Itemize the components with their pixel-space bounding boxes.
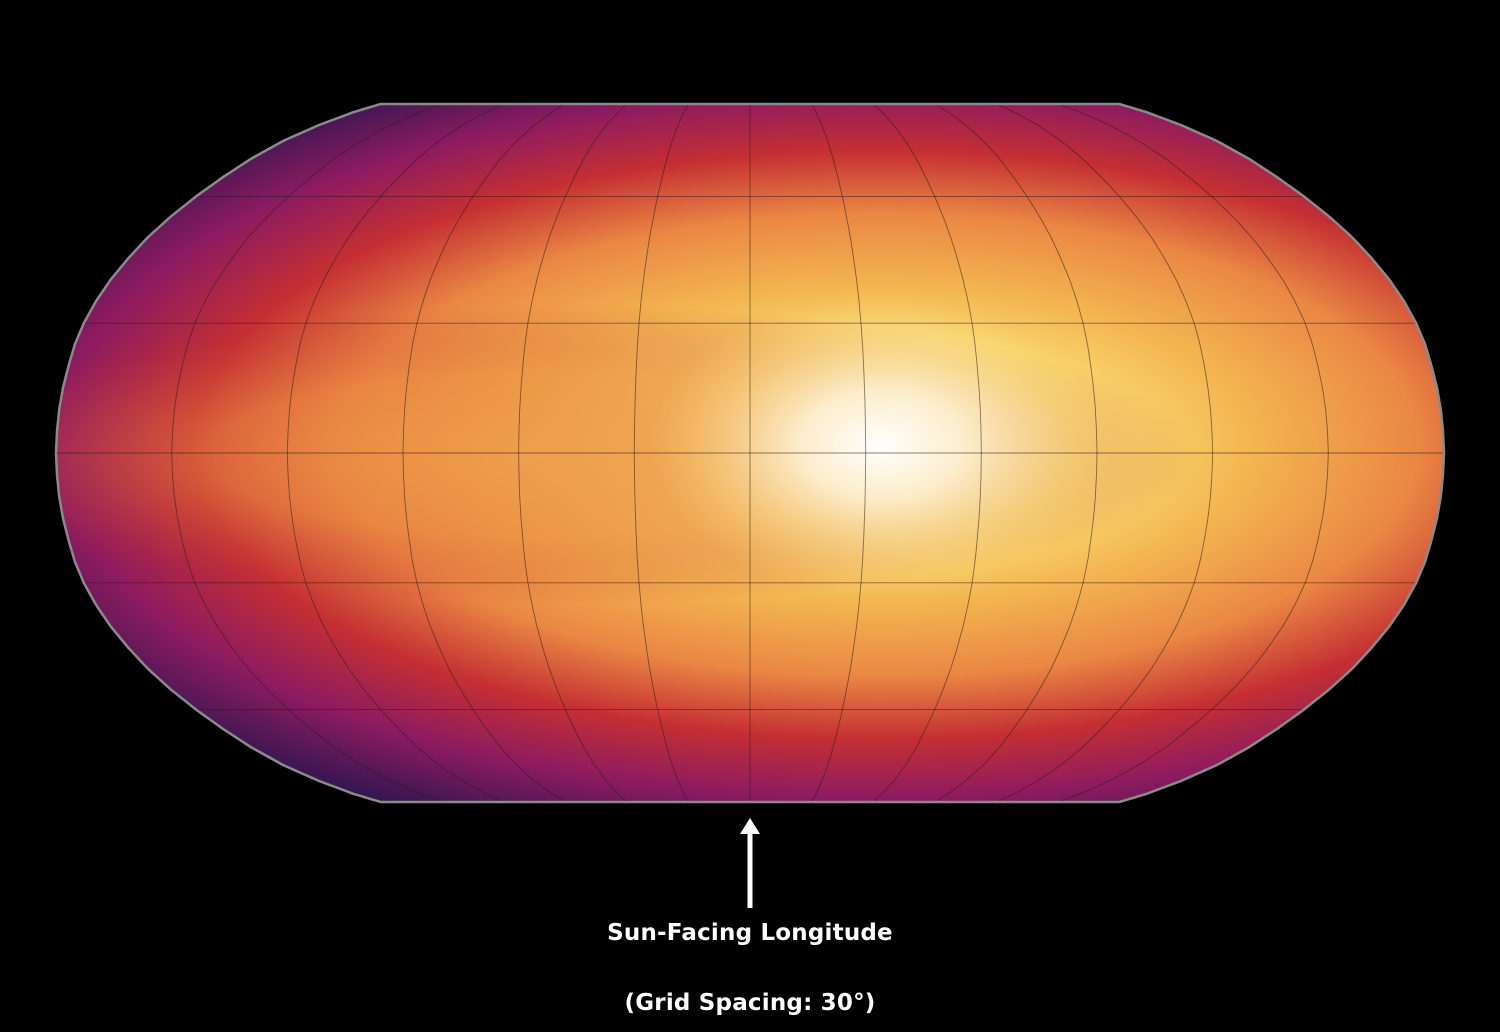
arrow-shaft xyxy=(747,832,753,908)
arrow-head xyxy=(740,818,760,834)
sun-facing-longitude-label: Sun-Facing Longitude xyxy=(607,920,893,946)
graticule xyxy=(56,104,1444,802)
grid-spacing-label: (Grid Spacing: 30°) xyxy=(624,990,876,1016)
hotspot-core xyxy=(650,295,1110,595)
up-arrow-icon xyxy=(740,818,760,908)
map-outline xyxy=(54,102,1446,804)
map-body xyxy=(56,104,1444,802)
